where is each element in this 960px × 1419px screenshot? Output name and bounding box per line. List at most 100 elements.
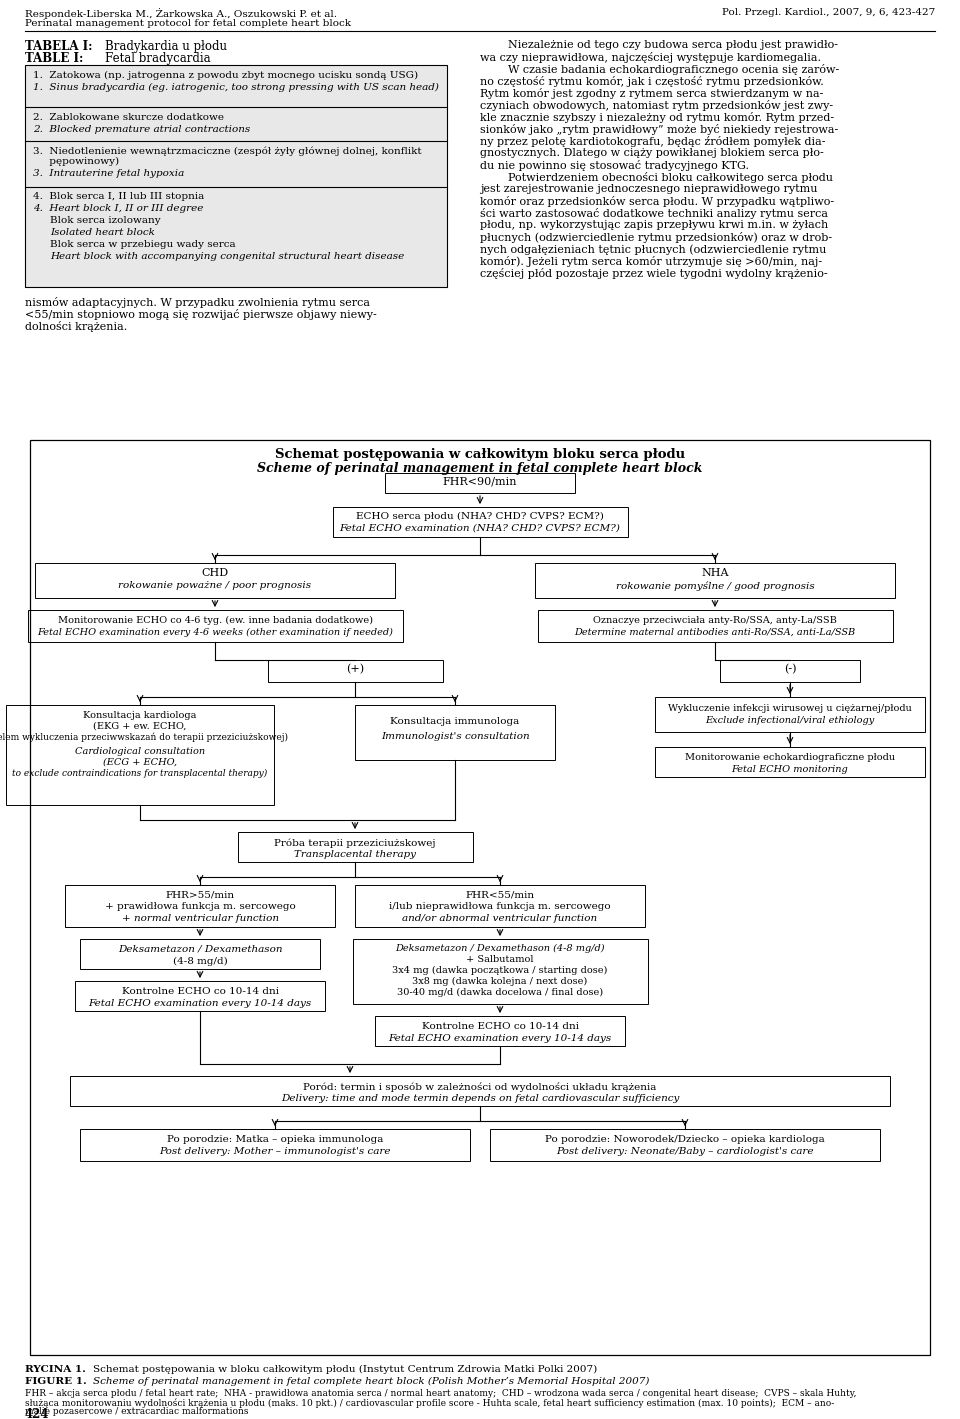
Text: 3.  Niedotlenienie wewnątrzmaciczne (zespół żyły głównej dolnej, konflikt: 3. Niedotlenienie wewnątrzmaciczne (zesp…	[33, 146, 421, 156]
Text: Fetal ECHO monitoring: Fetal ECHO monitoring	[732, 765, 849, 773]
Text: du nie powinno się stosować tradycyjnego KTG.: du nie powinno się stosować tradycyjnego…	[480, 160, 749, 172]
Text: Fetal bradycardia: Fetal bradycardia	[105, 53, 210, 65]
Bar	[35, 563, 395, 597]
Text: 4.  Blok serca I, II lub III stopnia: 4. Blok serca I, II lub III stopnia	[33, 192, 204, 201]
Text: 4.  Heart block I, II or III degree: 4. Heart block I, II or III degree	[33, 204, 204, 213]
Bar	[375, 1016, 625, 1046]
Text: Delivery: time and mode termin depends on fetal cardiovascular sufficiency: Delivery: time and mode termin depends o…	[281, 1094, 679, 1103]
Text: Monitorowanie echokardiograficzne płodu: Monitorowanie echokardiograficzne płodu	[684, 753, 895, 762]
Text: nismów adaptacyjnych. W przypadku zwolnienia rytmu serca: nismów adaptacyjnych. W przypadku zwolni…	[25, 297, 370, 308]
Text: (4-8 mg/d): (4-8 mg/d)	[173, 956, 228, 966]
Bar	[6, 705, 274, 805]
Text: (-): (-)	[783, 664, 796, 674]
Text: Transplacental therapy: Transplacental therapy	[294, 850, 416, 858]
Text: 1.  Zatokowa (np. jatrogenna z powodu zbyt mocnego ucisku sondą USG): 1. Zatokowa (np. jatrogenna z powodu zby…	[33, 71, 419, 79]
Text: to exclude contraindications for transplacental therapy): to exclude contraindications for transpl…	[12, 769, 268, 778]
Text: Exclude infectional/viral ethiology: Exclude infectional/viral ethiology	[706, 717, 875, 725]
Text: FHR<90/min: FHR<90/min	[443, 477, 517, 487]
Bar	[25, 65, 447, 287]
Text: częściej płód pozostaje przez wiele tygodni wydolny krążenio-: częściej płód pozostaje przez wiele tygo…	[480, 268, 828, 280]
Bar	[355, 705, 555, 761]
Bar	[75, 981, 325, 1010]
Text: 3x4 mg (dawka początkowa / starting dose): 3x4 mg (dawka początkowa / starting dose…	[393, 966, 608, 975]
Text: Perinatal management protocol for fetal complete heart block: Perinatal management protocol for fetal …	[25, 18, 351, 28]
Text: Po porodzie: Noworodek/Dziecko – opieka kardiologa: Po porodzie: Noworodek/Dziecko – opieka …	[545, 1135, 825, 1144]
Text: Bradykardia u płodu: Bradykardia u płodu	[105, 40, 227, 53]
Text: rokowanie poważne / poor prognosis: rokowanie poważne / poor prognosis	[118, 580, 312, 590]
Text: 2.  Blocked premature atrial contractions: 2. Blocked premature atrial contractions	[33, 125, 251, 133]
Text: FHR<55/min: FHR<55/min	[466, 890, 535, 900]
Text: malie pozasercowe / extracardiac malformations: malie pozasercowe / extracardiac malform…	[25, 1408, 249, 1416]
Text: <55/min stopniowo mogą się rozwijać pierwsze objawy niewy-: <55/min stopniowo mogą się rozwijać pier…	[25, 309, 376, 321]
Bar	[355, 885, 645, 927]
Bar	[490, 1130, 880, 1161]
Text: dolności krążenia.: dolności krążenia.	[25, 321, 128, 332]
Text: Fetal ECHO examination every 4-6 weeks (other examination if needed): Fetal ECHO examination every 4-6 weeks (…	[37, 629, 393, 637]
Text: (EKG + ew. ECHO,: (EKG + ew. ECHO,	[93, 722, 186, 731]
Text: TABLE I:: TABLE I:	[25, 53, 84, 65]
Text: (+): (+)	[346, 664, 364, 674]
Text: Blok serca izolowany: Blok serca izolowany	[50, 216, 160, 226]
Text: TABELA I:: TABELA I:	[25, 40, 92, 53]
Text: Deksametazon / Dexamethason (4-8 mg/d): Deksametazon / Dexamethason (4-8 mg/d)	[396, 944, 605, 954]
Text: pępowinowy): pępowinowy)	[33, 158, 119, 166]
Text: RYCINA 1.: RYCINA 1.	[25, 1365, 85, 1374]
Text: sionków jako „rytm prawidłowy” może być niekiedy rejestrowa-: sionków jako „rytm prawidłowy” może być …	[480, 123, 838, 135]
Text: no częstość rytmu komór, jak i częstość rytmu przedsionków.: no częstość rytmu komór, jak i częstość …	[480, 77, 824, 87]
Text: celem wykluczenia przeciwwskazań do terapii przeziciużskowej): celem wykluczenia przeciwwskazań do tera…	[0, 734, 288, 742]
Text: 30-40 mg/d (dawka docelowa / final dose): 30-40 mg/d (dawka docelowa / final dose)	[396, 988, 603, 998]
Text: + normal ventricular function: + normal ventricular function	[122, 914, 278, 922]
Text: Konsultacja immunologa: Konsultacja immunologa	[391, 717, 519, 727]
Text: Kontrolne ECHO co 10-14 dni: Kontrolne ECHO co 10-14 dni	[421, 1022, 579, 1032]
Bar	[80, 939, 320, 969]
Text: Pol. Przegl. Kardiol., 2007, 9, 6, 423-427: Pol. Przegl. Kardiol., 2007, 9, 6, 423-4…	[722, 9, 935, 17]
Text: Fetal ECHO examination (NHA? CHD? CVPS? ECM?): Fetal ECHO examination (NHA? CHD? CVPS? …	[340, 524, 620, 534]
Text: Oznaczye przeciwciała anty-Ro/SSA, anty-La/SSB: Oznaczye przeciwciała anty-Ro/SSA, anty-…	[593, 616, 837, 624]
Text: 3x8 mg (dawka kolejna / next dose): 3x8 mg (dawka kolejna / next dose)	[413, 978, 588, 986]
Text: Niezależnie od tego czy budowa serca płodu jest prawidło-: Niezależnie od tego czy budowa serca pło…	[480, 40, 838, 50]
Text: Scheme of perinatal management in fetal complete heart block (Polish Mother’s Me: Scheme of perinatal management in fetal …	[93, 1376, 649, 1386]
Bar	[70, 1076, 890, 1105]
Bar	[655, 697, 925, 732]
Text: NHA: NHA	[701, 568, 729, 578]
Text: rokowanie pomyślne / good prognosis: rokowanie pomyślne / good prognosis	[615, 580, 814, 590]
Text: jest zarejestrowanie jednoczesnego nieprawidłowego rytmu: jest zarejestrowanie jednoczesnego niepr…	[480, 184, 818, 194]
Text: FHR>55/min: FHR>55/min	[165, 890, 234, 900]
Text: Wykluczenie infekcji wirusowej u ciężarnej/płodu: Wykluczenie infekcji wirusowej u ciężarn…	[668, 704, 912, 712]
Text: płucnych (odzwierciedlenie rytmu przedsionków) oraz w drob-: płucnych (odzwierciedlenie rytmu przedsi…	[480, 231, 832, 243]
Text: Potwierdzeniem obecności bloku całkowitego serca płodu: Potwierdzeniem obecności bloku całkowite…	[480, 172, 833, 183]
Text: Determine maternal antibodies anti-Ro/SSA, anti-La/SSB: Determine maternal antibodies anti-Ro/SS…	[574, 629, 855, 637]
Text: Schemat postępowania w całkowitym bloku serca płodu: Schemat postępowania w całkowitym bloku …	[275, 448, 685, 461]
Bar	[30, 440, 930, 1355]
Text: and/or abnormal ventricular function: and/or abnormal ventricular function	[402, 914, 597, 922]
Text: 424: 424	[25, 1408, 50, 1419]
Text: Fetal ECHO examination every 10-14 days: Fetal ECHO examination every 10-14 days	[389, 1034, 612, 1043]
Text: ny przez pelotę kardiotokografu, będąc źródłem pomyłek dia-: ny przez pelotę kardiotokografu, będąc ź…	[480, 136, 826, 148]
Text: Schemat postępowania w bloku całkowitym płodu (Instytut Centrum Zdrowia Matki Po: Schemat postępowania w bloku całkowitym …	[93, 1365, 597, 1374]
Text: Poród: termin i sposób w zależności od wydolności układu krążenia: Poród: termin i sposób w zależności od w…	[303, 1083, 657, 1091]
Text: czyniach obwodowych, natomiast rytm przedsionków jest zwy-: czyniach obwodowych, natomiast rytm prze…	[480, 99, 833, 111]
Text: W czasie badania echokardiograficznego ocenia się zarów-: W czasie badania echokardiograficznego o…	[480, 64, 839, 75]
Text: Respondek-Liberska M., Żarkowska A., Oszukowski P. et al.: Respondek-Liberska M., Żarkowska A., Osz…	[25, 9, 337, 18]
Text: FIGURE 1.: FIGURE 1.	[25, 1376, 86, 1386]
Text: + prawidłowa funkcja m. sercowego: + prawidłowa funkcja m. sercowego	[105, 902, 296, 911]
Bar	[333, 507, 628, 536]
Text: Deksametazon / Dexamethason: Deksametazon / Dexamethason	[118, 945, 282, 954]
Bar	[538, 610, 893, 641]
Text: wa czy nieprawidłowa, najczęściej występuje kardiomegalia.: wa czy nieprawidłowa, najczęściej występ…	[480, 53, 821, 62]
Text: komór). Jeżeli rytm serca komór utrzymuje się >60/min, naj-: komór). Jeżeli rytm serca komór utrzymuj…	[480, 255, 822, 267]
Text: Post delivery: Neonate/Baby – cardiologist's care: Post delivery: Neonate/Baby – cardiologi…	[556, 1147, 814, 1156]
Text: Heart block with accompanying congenital structural heart disease: Heart block with accompanying congenital…	[50, 253, 404, 261]
Text: nych odgałęzieniach tętnic płucnych (odzwierciedlenie rytmu: nych odgałęzieniach tętnic płucnych (odz…	[480, 244, 827, 254]
Bar	[65, 885, 335, 927]
Text: (ECG + ECHO,: (ECG + ECHO,	[103, 758, 177, 768]
Text: Cardiological consultation: Cardiological consultation	[75, 746, 205, 756]
Bar	[238, 832, 473, 861]
Text: 3.  Intrauterine fetal hypoxia: 3. Intrauterine fetal hypoxia	[33, 169, 184, 177]
Text: Scheme of perinatal management in fetal complete heart block: Scheme of perinatal management in fetal …	[257, 463, 703, 475]
Text: płodu, np. wykorzystując zapis przepływu krwi m.in. w żyłach: płodu, np. wykorzystując zapis przepływu…	[480, 220, 828, 230]
Text: ści warto zastosować dodatkowe techniki analizy rytmu serca: ści warto zastosować dodatkowe techniki …	[480, 209, 828, 219]
Text: Immunologist's consultation: Immunologist's consultation	[381, 732, 529, 741]
Bar	[353, 939, 648, 1005]
Text: kle znacznie szybszy i niezależny od rytmu komór. Rytm przed-: kle znacznie szybszy i niezależny od ryt…	[480, 112, 834, 123]
